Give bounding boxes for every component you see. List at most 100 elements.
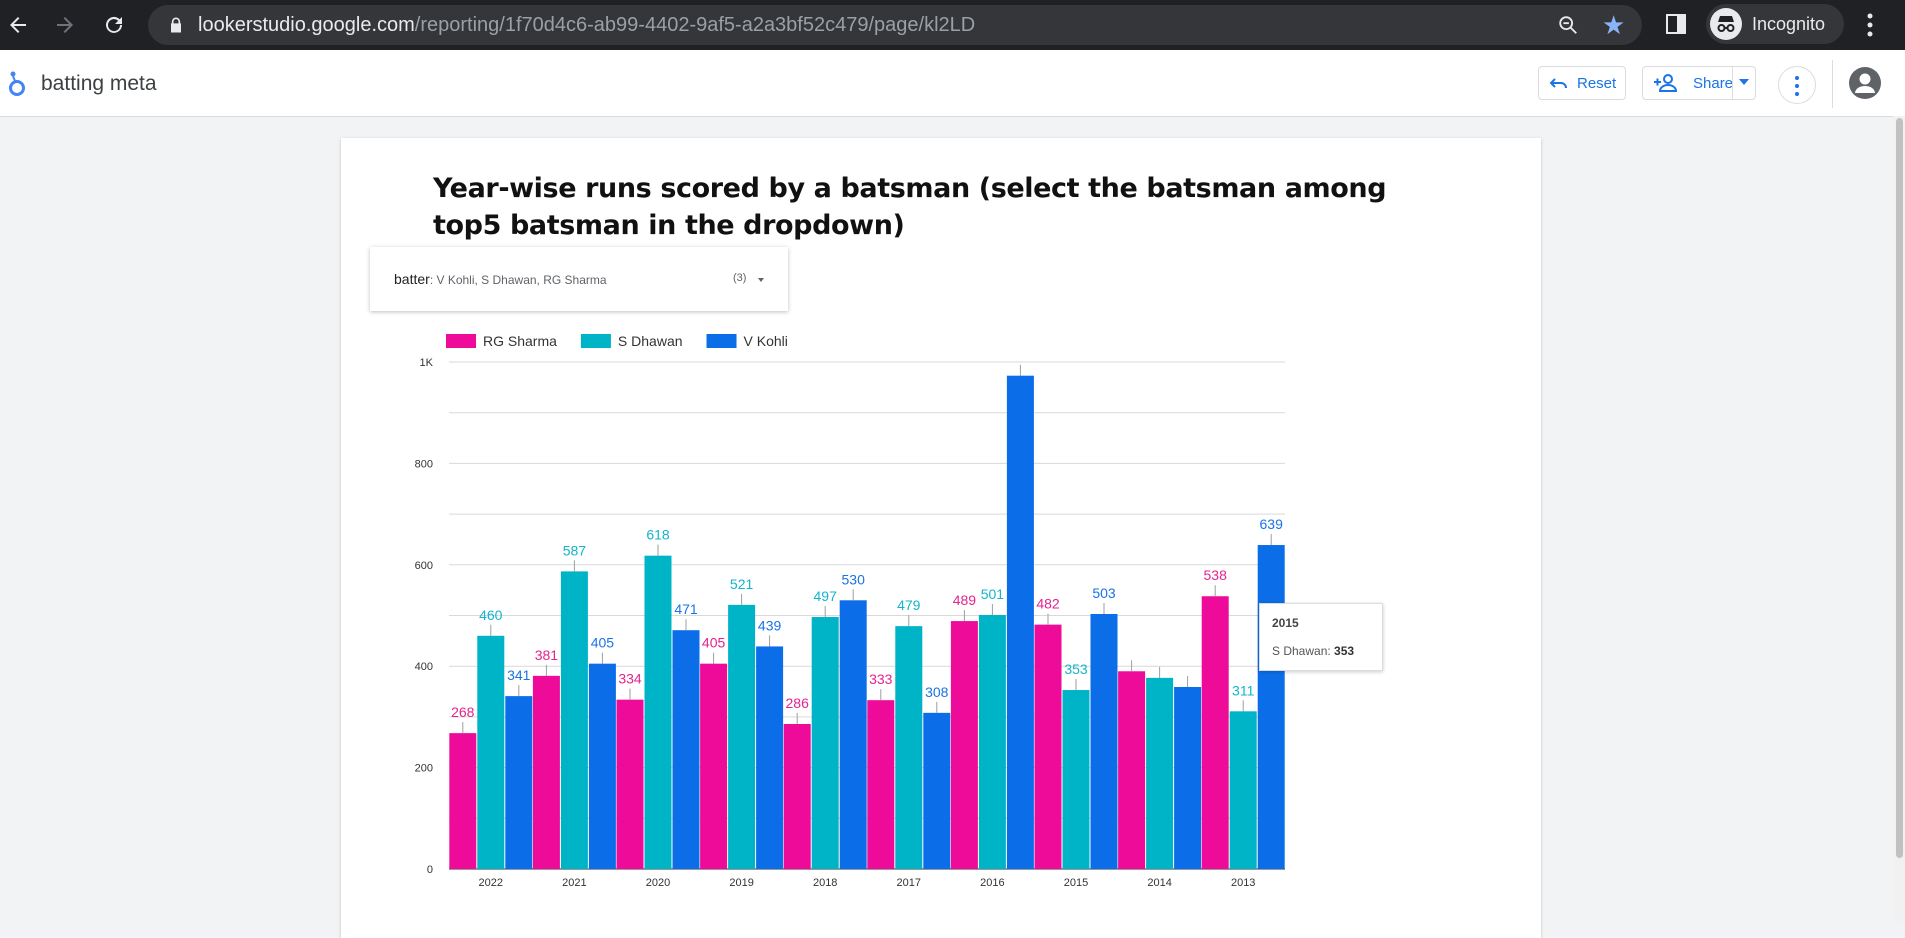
url-text[interactable]: lookerstudio.google.com/reporting/1f70d4… bbox=[198, 14, 975, 37]
x-tick-label: 2019 bbox=[729, 877, 753, 889]
share-dropdown-icon[interactable] bbox=[1739, 79, 1749, 85]
data-label: 333 bbox=[869, 671, 893, 687]
tooltip-row: S Dhawan: 353 bbox=[1272, 644, 1355, 658]
data-label: 308 bbox=[925, 684, 949, 700]
data-label: 538 bbox=[1204, 567, 1228, 583]
bar bbox=[1006, 375, 1034, 869]
x-tick-label: 2015 bbox=[1064, 877, 1088, 889]
add-person-icon bbox=[1654, 74, 1678, 92]
lock-icon[interactable] bbox=[166, 15, 186, 35]
more-options-button[interactable] bbox=[1778, 66, 1816, 104]
incognito-icon bbox=[1710, 8, 1742, 40]
data-label: 405 bbox=[702, 635, 726, 651]
reset-button[interactable]: Reset bbox=[1538, 66, 1626, 100]
data-label: 311 bbox=[1232, 682, 1255, 698]
looker-studio-logo-icon[interactable] bbox=[8, 70, 26, 98]
star-icon[interactable]: ★ bbox=[1602, 10, 1626, 40]
bar bbox=[1118, 671, 1146, 869]
bar bbox=[644, 555, 672, 869]
bar bbox=[1062, 690, 1090, 869]
account-avatar-icon[interactable] bbox=[1848, 66, 1882, 100]
y-tick-label: 600 bbox=[415, 560, 433, 572]
bar bbox=[616, 699, 644, 869]
bar-chart[interactable]: 0 200 400 600 800 1K RG Sharma S Dhawan V Kohli 2… bbox=[341, 138, 1541, 938]
bar bbox=[1257, 545, 1285, 869]
data-label: 439 bbox=[758, 617, 782, 633]
x-tick-label: 2021 bbox=[562, 877, 586, 889]
kebab-menu-icon[interactable] bbox=[1860, 10, 1880, 40]
chart-tooltip: 2015 S Dhawan: 353 bbox=[1259, 603, 1383, 671]
x-tick-label: 2020 bbox=[646, 877, 670, 889]
bar bbox=[1229, 711, 1257, 869]
bar bbox=[978, 614, 1006, 869]
reload-icon[interactable] bbox=[96, 7, 132, 43]
side-panel-icon[interactable] bbox=[1664, 12, 1688, 36]
x-tick-label: 2017 bbox=[897, 877, 921, 889]
batter-filter-control[interactable]: batter: V Kohli, S Dhawan, RG Sharma (3) bbox=[370, 247, 788, 311]
data-label: 405 bbox=[591, 635, 615, 651]
data-label: 489 bbox=[953, 592, 977, 608]
data-label: 639 bbox=[1260, 516, 1284, 532]
bar bbox=[532, 675, 560, 869]
data-label: 530 bbox=[842, 571, 866, 587]
bar bbox=[672, 630, 700, 869]
y-tick-label: 400 bbox=[415, 661, 433, 673]
url-host: lookerstudio.google.com bbox=[198, 14, 415, 36]
bar bbox=[811, 617, 839, 869]
y-tick-label: 0 bbox=[427, 864, 433, 876]
share-button[interactable]: Share bbox=[1642, 66, 1756, 100]
incognito-profile[interactable]: Incognito bbox=[1706, 4, 1844, 44]
y-tick-label: 800 bbox=[415, 458, 433, 470]
data-label: 503 bbox=[1092, 585, 1116, 601]
y-tick-label: 200 bbox=[415, 763, 433, 775]
bar bbox=[1034, 624, 1062, 869]
filter-dropdown-icon[interactable] bbox=[758, 278, 764, 282]
data-label: 381 bbox=[535, 647, 559, 663]
report-canvas: Year-wise runs scored by a batsman (sele… bbox=[341, 138, 1541, 938]
tooltip-title: 2015 bbox=[1272, 616, 1299, 630]
tooltip-value: 353 bbox=[1334, 644, 1355, 658]
bar bbox=[923, 712, 951, 869]
data-label: 479 bbox=[897, 597, 921, 613]
bar bbox=[560, 571, 588, 869]
report-title[interactable]: batting meta bbox=[41, 72, 157, 95]
header-divider bbox=[1832, 60, 1833, 108]
x-tick-label: 2014 bbox=[1147, 877, 1171, 889]
bar bbox=[756, 646, 784, 869]
bar bbox=[1174, 686, 1202, 869]
filter-count: (3) bbox=[733, 272, 747, 284]
forward-arrow-icon[interactable] bbox=[47, 7, 83, 43]
tooltip-series: S Dhawan bbox=[1272, 644, 1328, 658]
data-label: 334 bbox=[618, 671, 642, 687]
legend-label: V Kohli bbox=[744, 333, 788, 349]
legend-swatch bbox=[446, 334, 476, 348]
chart-title: Year-wise runs scored by a batsman (sele… bbox=[433, 173, 1387, 241]
bar bbox=[477, 635, 505, 869]
filter-label-text: batter bbox=[394, 271, 430, 287]
bar bbox=[449, 733, 477, 869]
undo-icon bbox=[1549, 78, 1567, 89]
address-bar[interactable]: lookerstudio.google.com/reporting/1f70d4… bbox=[148, 5, 1642, 45]
bar bbox=[588, 663, 616, 869]
x-tick-label: 2022 bbox=[479, 877, 503, 889]
data-label: 501 bbox=[981, 586, 1005, 602]
legend-label: S Dhawan bbox=[618, 333, 683, 349]
profile-label: Incognito bbox=[1752, 14, 1826, 34]
data-label: 460 bbox=[479, 607, 503, 623]
data-label: 497 bbox=[814, 588, 838, 604]
scrollbar-thumb[interactable] bbox=[1896, 118, 1903, 858]
data-label: 618 bbox=[646, 527, 670, 543]
x-tick-label: 2018 bbox=[813, 877, 837, 889]
back-arrow-icon[interactable] bbox=[0, 7, 36, 43]
data-label: 587 bbox=[563, 542, 587, 558]
data-label: 471 bbox=[674, 601, 698, 617]
legend-label: RG Sharma bbox=[483, 333, 557, 349]
bar bbox=[1090, 613, 1118, 869]
zoom-icon[interactable] bbox=[1557, 14, 1579, 36]
share-label: Share bbox=[1693, 75, 1734, 92]
legend-swatch bbox=[706, 334, 737, 348]
bar bbox=[839, 600, 867, 869]
bar bbox=[505, 696, 533, 869]
bar bbox=[867, 700, 895, 869]
data-label: 286 bbox=[786, 695, 810, 711]
